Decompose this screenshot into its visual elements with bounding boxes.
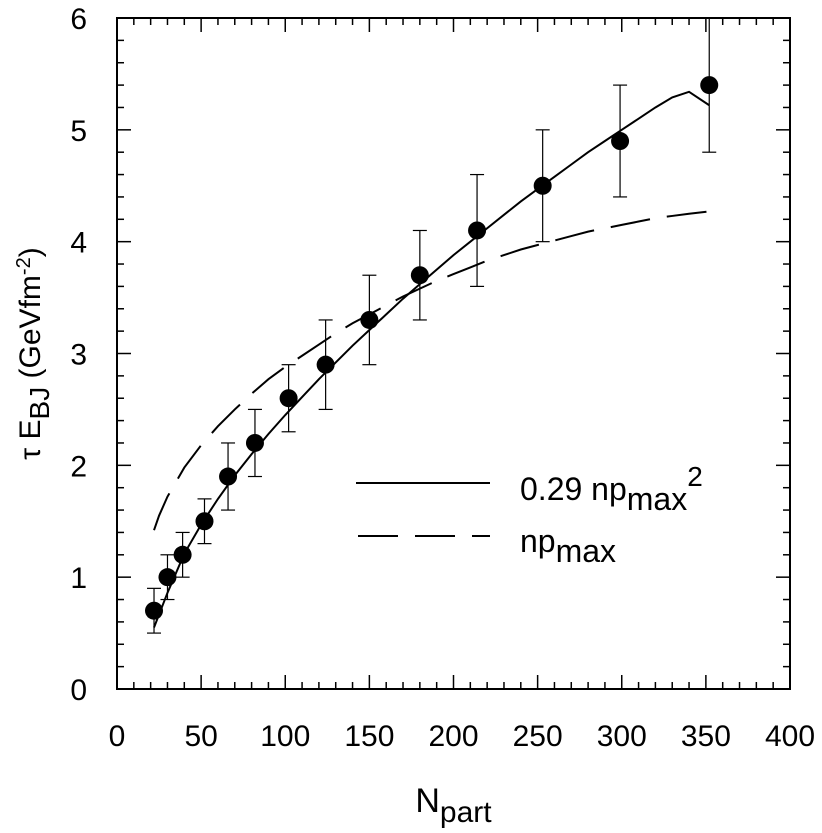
data-point	[611, 132, 630, 151]
y-axis-title-space	[14, 440, 47, 448]
data-point	[245, 433, 264, 452]
data-point	[173, 545, 192, 564]
data-point	[360, 310, 379, 329]
legend-label-fit-sup: 2	[687, 461, 703, 492]
legend-label-npmax-sub: max	[556, 533, 616, 569]
x-tick-label: 0	[109, 720, 126, 753]
x-tick-label: 150	[344, 720, 394, 753]
x-axis-title: Npart	[415, 782, 492, 829]
y-axis-title-sub: BJ	[24, 387, 55, 420]
plot-border	[116, 17, 791, 690]
x-tick-label: 250	[513, 720, 563, 753]
data-point	[158, 568, 177, 587]
legend-label-fit: 0.29 npmax2	[520, 461, 703, 517]
series-line-fit	[153, 90, 710, 628]
y-axis-title-tau: τ	[14, 448, 47, 460]
x-tick-label: 350	[681, 720, 731, 753]
y-tick-label: 5	[70, 115, 87, 148]
x-tick-labels: 0 50 100 150 200 250 300 350 400	[109, 720, 815, 753]
data-point	[145, 601, 164, 620]
data-points	[145, 76, 719, 620]
series-lines	[153, 90, 710, 628]
y-axis-title-space2	[14, 378, 47, 386]
x-tick-label: 50	[184, 720, 217, 753]
legend: 0.29 npmax2 npmax	[356, 461, 703, 569]
plot-frame	[116, 17, 791, 690]
y-axis-title-unit: (GeVfm	[14, 275, 47, 378]
legend-label-fit-main: 0.29 np	[520, 471, 627, 507]
y-tick-label: 0	[70, 674, 87, 707]
legend-label-npmax: npmax	[520, 523, 616, 569]
data-point	[279, 389, 298, 408]
y-axis-title-e: E	[14, 419, 47, 439]
y-tick-labels: 0 1 2 3 4 5 6	[70, 3, 87, 707]
data-point	[219, 467, 238, 486]
x-tick-label: 200	[428, 720, 478, 753]
y-tick-label: 2	[70, 450, 87, 483]
data-point	[410, 266, 429, 285]
y-tick-label: 4	[70, 227, 87, 260]
y-tick-label: 6	[70, 3, 87, 36]
x-tick-label: 300	[597, 720, 647, 753]
data-point	[195, 512, 214, 531]
y-tick-label: 1	[70, 562, 87, 595]
error-bars	[147, 17, 717, 634]
x-axis-title-main: N	[415, 782, 440, 820]
legend-label-fit-sub: max	[627, 481, 687, 517]
y-axis-title-sup: -2	[13, 257, 35, 275]
y-axis-title-close: )	[14, 247, 47, 257]
x-axis-title-sub: part	[440, 796, 492, 829]
axis-ticks	[116, 17, 791, 690]
x-tick-label: 400	[765, 720, 815, 753]
data-point	[468, 221, 487, 240]
y-axis-title: τ EBJ (GeVfm-2)	[13, 247, 55, 459]
y-tick-label: 3	[70, 339, 87, 372]
legend-label-npmax-main: np	[520, 523, 556, 559]
data-point	[700, 76, 719, 95]
data-point	[316, 355, 335, 374]
data-point	[533, 176, 552, 195]
x-tick-label: 100	[260, 720, 310, 753]
